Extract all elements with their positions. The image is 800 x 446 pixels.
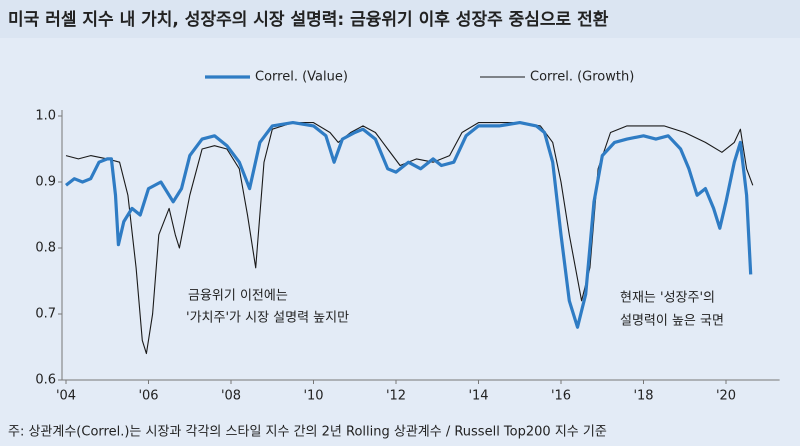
- x-tick-label: '12: [386, 389, 406, 404]
- annotation: '가치주'가 시장 설명력 높지만: [186, 311, 349, 326]
- y-tick-label: 0.8: [35, 241, 56, 256]
- x-tick-label: '04: [56, 389, 76, 404]
- x-tick-label: '06: [138, 389, 158, 404]
- x-tick-label: '20: [716, 389, 736, 404]
- y-tick-label: 0.9: [35, 175, 56, 190]
- y-tick-label: 0.6: [35, 373, 56, 388]
- x-tick-label: '16: [551, 389, 571, 404]
- x-tick-label: '08: [221, 389, 241, 404]
- legend-label: Correl. (Value): [255, 70, 348, 85]
- legend-label: Correl. (Growth): [530, 70, 634, 85]
- annotation: 설명력이 높은 국면: [620, 314, 724, 329]
- annotation: 금융위기 이전에는: [188, 289, 288, 304]
- title-band: [0, 0, 800, 38]
- x-tick-label: '18: [633, 389, 653, 404]
- annotation: 현재는 '성장주'의: [620, 291, 715, 306]
- series-line: [65, 121, 753, 329]
- footnote: 주: 상관계수(Correl.)는 시장과 각각의 스타일 지수 간의 2년 R…: [8, 425, 607, 440]
- series-line: [65, 122, 754, 355]
- y-tick-label: 0.7: [35, 307, 56, 322]
- x-tick-label: '14: [468, 389, 488, 404]
- chart-title: 미국 러셀 지수 내 가치, 성장주의 시장 설명력: 금융위기 이후 성장주 …: [8, 9, 609, 30]
- y-tick-label: 1.0: [35, 109, 56, 124]
- x-tick-label: '10: [303, 389, 323, 404]
